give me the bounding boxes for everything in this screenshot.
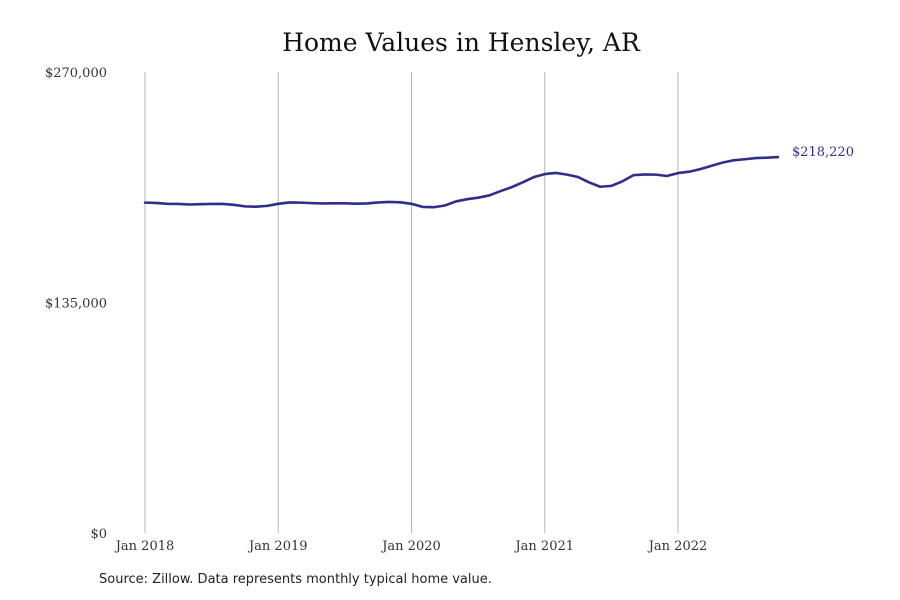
x-tick-label: Jan 2019	[247, 539, 308, 554]
y-tick-label: $270,000	[45, 66, 107, 81]
series-line	[143, 155, 780, 209]
source-note: Source: Zillow. Data represents monthly …	[99, 572, 492, 587]
y-tick-label: $0	[90, 527, 107, 542]
x-tick-label: Jan 2018	[114, 539, 175, 554]
x-tick-label: Jan 2021	[513, 539, 574, 554]
end-value-label: $218,220	[792, 145, 854, 160]
x-axis: Jan 2018 Jan 2019 Jan 2020 Jan 2021 Jan 2022	[114, 539, 708, 554]
grid-lines	[144, 72, 679, 533]
chart-title: Home Values in Hensley, AR	[282, 28, 641, 57]
x-tick-label: Jan 2022	[647, 539, 708, 554]
series-layer	[143, 155, 780, 209]
y-tick-label: $135,000	[45, 297, 107, 312]
x-tick-label: Jan 2020	[380, 539, 441, 554]
y-axis: $0 $135,000 $270,000	[45, 66, 107, 542]
